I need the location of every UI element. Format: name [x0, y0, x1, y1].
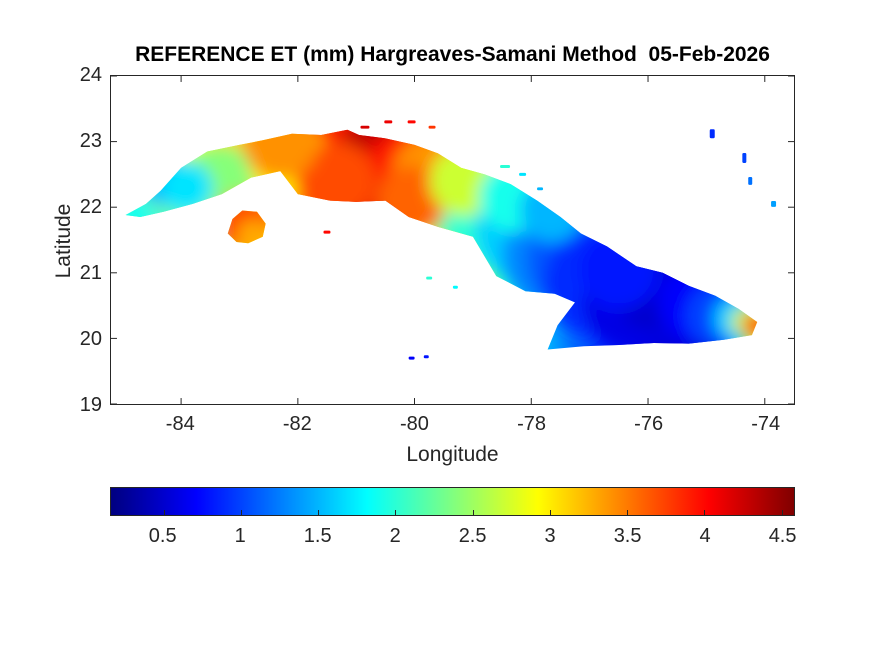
- colorbar-tick: [163, 510, 165, 515]
- x-axis-label: Longitude: [406, 443, 499, 466]
- colorbar-tick: [472, 510, 474, 515]
- colorbar-tick: [240, 510, 242, 515]
- colorbar-tick-label: 2.5: [458, 525, 487, 547]
- y-tick-label: 23: [79, 130, 102, 152]
- x-tick-label: -82: [282, 413, 312, 435]
- colorbar-tick: [781, 510, 783, 515]
- x-tick-label: -74: [751, 413, 781, 435]
- colorbar-tick: [704, 510, 706, 515]
- colorbar-tick-label: 1: [234, 525, 246, 547]
- colorbar-tick: [549, 510, 551, 515]
- colorbar: [110, 487, 795, 516]
- y-tick-label: 19: [79, 394, 102, 416]
- colorbar-tick: [318, 510, 320, 515]
- y-tick-label: 24: [79, 64, 102, 86]
- x-tick-label: -76: [634, 413, 664, 435]
- x-tick-label: -84: [165, 413, 195, 435]
- colorbar-tick-label: 4: [699, 525, 711, 547]
- colorbar-tick: [395, 510, 397, 515]
- cuba-et-map: [111, 76, 794, 404]
- colorbar-tick-label: 1.5: [303, 525, 332, 547]
- colorbar-tick-label: 4.5: [768, 525, 797, 547]
- y-tick-label: 21: [79, 262, 102, 284]
- y-tick-label: 20: [79, 328, 102, 350]
- chart-title: REFERENCE ET (mm) Hargreaves-Samani Meth…: [135, 43, 770, 66]
- colorbar-tick-label: 0.5: [148, 525, 177, 547]
- colorbar-tick-label: 2: [389, 525, 401, 547]
- colorbar-tick: [627, 510, 629, 515]
- x-tick-label: -78: [517, 413, 546, 435]
- plot-area: [110, 75, 795, 405]
- colorbar-tick-label: 3: [544, 525, 556, 547]
- y-tick-label: 22: [79, 196, 102, 218]
- x-tick-label: -80: [399, 413, 429, 435]
- colorbar-tick-label: 3.5: [613, 525, 642, 547]
